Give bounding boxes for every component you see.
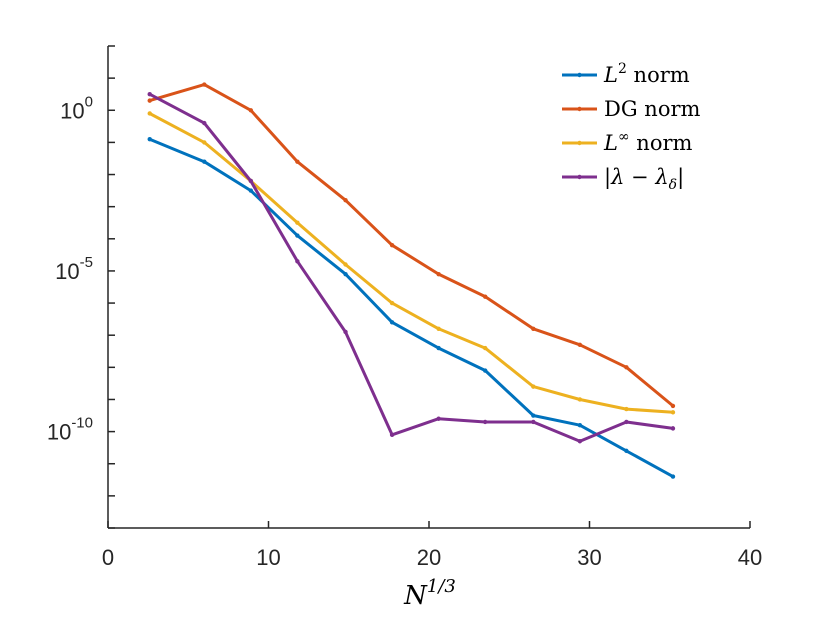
data-point: [436, 326, 441, 331]
data-point: [531, 419, 536, 425]
legend-marker-2: [577, 140, 582, 146]
legend-text: DG norm: [604, 97, 700, 121]
x-tick-label: 10: [256, 545, 280, 570]
legend-marker-0: [577, 72, 582, 78]
y-tick-label: 100: [60, 93, 93, 123]
data-point: [147, 92, 152, 97]
data-point: [670, 474, 676, 479]
y-tick-label-exp: 0: [85, 93, 93, 110]
data-point: [295, 259, 300, 264]
data-point: [436, 345, 441, 351]
data-point: [624, 406, 629, 412]
legend-superscript: 2: [618, 61, 627, 77]
series-line-2: [148, 112, 675, 414]
data-point: [389, 243, 395, 248]
y-tick-label-base: 10: [47, 420, 71, 445]
legend-label-0: L2 norm: [603, 61, 690, 87]
x-axis-label-base: N: [403, 581, 428, 611]
x-tick-label: 20: [417, 545, 441, 570]
data-point: [624, 365, 629, 370]
legend-text: |: [677, 165, 684, 190]
data-point: [389, 432, 395, 438]
data-point: [482, 345, 488, 351]
data-point: [389, 300, 395, 306]
legend-subscript: δ: [669, 177, 677, 193]
data-point: [670, 403, 676, 409]
series-line-0: [148, 137, 675, 479]
y-tick-label: 10-5: [55, 254, 93, 284]
data-point: [343, 262, 348, 267]
series-line-3: [148, 92, 675, 443]
y-tick-label-exp: -5: [80, 254, 93, 271]
x-axis-label: N1/3: [403, 576, 456, 611]
data-point: [343, 271, 348, 277]
data-point: [202, 82, 207, 87]
y-tick-label-exp: -10: [71, 415, 93, 432]
data-point: [147, 111, 152, 116]
legend-label-2: L∞ norm: [603, 129, 693, 155]
data-point: [343, 198, 348, 203]
legend-marker-1: [577, 106, 582, 112]
series-line-1: [148, 83, 675, 408]
x-tick-label: 30: [577, 545, 601, 570]
data-point: [670, 410, 676, 415]
x-tick-label: 40: [738, 545, 762, 570]
data-point: [577, 342, 583, 348]
data-point: [147, 98, 152, 103]
x-axis-label-exp: 1/3: [427, 576, 456, 597]
data-point: [482, 419, 488, 425]
legend-symbol: |λ − λ: [604, 165, 669, 190]
legend-marker-3: [577, 174, 582, 180]
data-point: [295, 233, 300, 238]
data-point: [577, 439, 583, 444]
data-point: [248, 178, 254, 184]
data-point: [295, 220, 300, 225]
x-tick-label: 0: [102, 545, 114, 570]
data-point: [248, 108, 254, 113]
data-point: [624, 448, 629, 454]
data-point: [624, 419, 629, 425]
legend-symbol: L: [603, 131, 618, 155]
data-point: [343, 329, 348, 335]
data-point: [531, 413, 536, 418]
data-point: [295, 159, 300, 164]
data-point: [248, 188, 254, 193]
data-point: [202, 140, 207, 145]
data-point: [531, 326, 536, 331]
data-point: [389, 320, 395, 325]
data-point: [577, 397, 583, 402]
legend-superscript: ∞: [618, 129, 630, 145]
data-point: [436, 271, 441, 277]
data-point: [482, 368, 488, 373]
data-point: [202, 159, 207, 164]
data-point: [670, 426, 676, 431]
legend-label-1: DG norm: [604, 97, 700, 121]
data-point: [577, 422, 583, 428]
series-group: [147, 82, 676, 479]
y-tick-label-base: 10: [55, 259, 79, 284]
data-point: [436, 416, 441, 421]
data-point: [202, 120, 207, 126]
data-point: [482, 294, 488, 299]
data-point: [147, 136, 152, 142]
legend-text: norm: [627, 63, 690, 87]
y-tick-label-base: 10: [60, 98, 84, 123]
legend-text: norm: [630, 131, 693, 155]
legend-label-3: |λ − λδ|: [604, 165, 684, 193]
legend-symbol: L: [603, 63, 618, 87]
data-point: [531, 384, 536, 389]
y-tick-label: 10-10: [47, 415, 93, 445]
